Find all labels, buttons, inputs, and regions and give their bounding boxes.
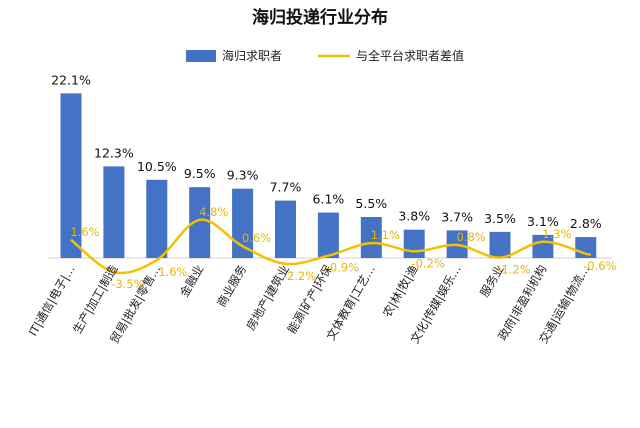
bar (146, 179, 168, 258)
bar-value-label: 2.8% (570, 216, 602, 231)
diff-value-label: -0.2% (412, 256, 445, 270)
bar-value-label: 6.1% (313, 192, 345, 207)
diff-value-label: -0.9% (326, 261, 359, 275)
category-label: IT|通信|电子|… (26, 263, 78, 339)
diff-value-label: -1.2% (497, 263, 530, 277)
diff-value-label: 1.1% (371, 228, 400, 242)
bar-value-label: 7.7% (270, 180, 302, 195)
bar (189, 187, 211, 258)
bar (360, 217, 382, 258)
bar (317, 212, 339, 258)
diff-line-layer (70, 218, 592, 275)
bar (275, 200, 296, 258)
bar-value-label: 3.8% (398, 209, 430, 224)
category-label: 农|林|牧|渔 (380, 263, 421, 320)
category-label: 生产|加工|制造 (70, 262, 121, 336)
bar-value-label: 10.5% (137, 159, 177, 174)
legend-bar-swatch (186, 50, 216, 62)
category-label: 商业服务 (214, 262, 249, 309)
legend-line-label: 与全平台求职者差值 (356, 48, 464, 63)
bar-value-label: 5.5% (355, 196, 387, 211)
bar (532, 234, 554, 258)
chart-title: 海归投递行业分布 (252, 7, 388, 28)
bar (232, 188, 254, 258)
diff-value-label: 4.8% (199, 205, 228, 219)
bars-layer (60, 93, 597, 259)
bar (60, 93, 82, 259)
diff-value-label: -2.2% (283, 269, 316, 283)
bar (403, 229, 425, 258)
diff-value-label: 0.6% (242, 231, 271, 245)
diff-value-label: -3.5% (111, 277, 144, 291)
diff-value-label: -1.6% (154, 265, 187, 279)
bar-value-label: 12.3% (94, 145, 134, 160)
bar-value-label: 9.3% (227, 168, 259, 183)
diff-value-label: 1.6% (70, 225, 99, 239)
legend: 海归求职者 与全平台求职者差值 (186, 48, 464, 63)
bar-value-label: 9.5% (184, 166, 216, 181)
diff-value-label: 1.3% (542, 227, 571, 241)
legend-bar-label: 海归求职者 (222, 48, 282, 63)
diff-value-label: 0.8% (456, 230, 485, 244)
diff-value-label: -0.6% (583, 259, 616, 273)
bar-value-label: 22.1% (51, 72, 91, 87)
bar-value-label: 3.5% (484, 211, 516, 226)
bar-value-label: 3.7% (441, 209, 473, 224)
bar-value-label: 3.1% (527, 214, 559, 229)
diff-line (70, 218, 592, 275)
bar (489, 231, 511, 258)
bar (103, 166, 125, 258)
